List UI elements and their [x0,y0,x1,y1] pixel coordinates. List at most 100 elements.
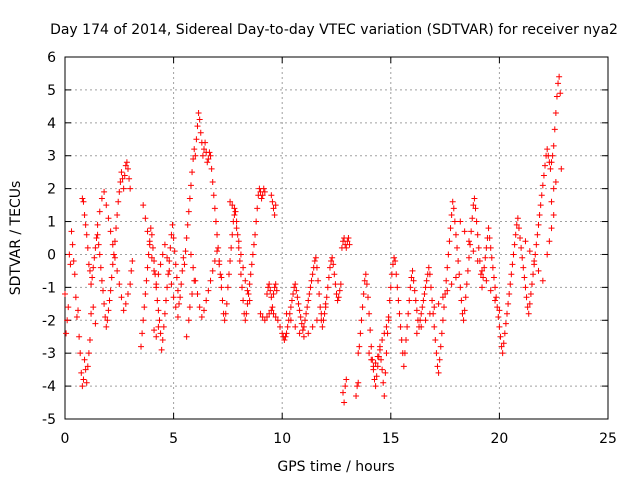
data-point [305,330,312,337]
data-point [386,297,393,304]
data-point [127,281,134,288]
data-point [225,271,232,278]
data-point [84,363,91,370]
data-point [218,284,225,291]
data-point [269,198,276,205]
data-point [492,297,499,304]
data-point [532,251,539,258]
data-point [206,149,213,156]
data-point [445,251,452,258]
data-point [437,343,444,350]
data-point [246,297,253,304]
y-axis-title: SDTVAR / TECUs [8,181,24,296]
data-point [308,277,315,284]
data-point [127,185,134,192]
y-tick-label: -3 [42,346,56,362]
data-point [324,284,331,291]
data-point [509,261,516,268]
data-point [65,304,72,311]
data-point [82,221,89,228]
data-point [203,297,210,304]
data-point [174,313,181,320]
data-point [337,281,344,288]
data-point [88,310,95,317]
data-point [488,254,495,261]
data-point [239,284,246,291]
data-point [71,271,78,278]
data-point [364,294,371,301]
data-point [155,323,162,330]
data-point [62,290,68,297]
data-point [465,254,472,261]
data-point [149,244,156,251]
data-point [480,274,487,281]
data-point [111,238,118,245]
data-point [524,304,531,311]
data-point [514,215,521,222]
data-point [161,241,168,248]
data-point [548,159,555,166]
grid [65,57,608,419]
data-point [408,274,415,281]
data-point [147,225,154,232]
data-point [212,218,219,225]
data-point [105,215,112,222]
data-point [499,350,506,357]
data-point [270,290,277,297]
data-point [467,241,474,248]
data-point [118,294,125,301]
data-point [548,198,555,205]
data-point [158,346,165,353]
data-point [412,297,419,304]
data-point [318,310,325,317]
data-point [103,323,110,330]
data-point [240,264,247,271]
data-point [438,330,445,337]
data-point [181,261,188,268]
data-point [378,356,385,363]
data-point [282,333,289,340]
data-point [164,254,171,261]
data-point [482,254,489,261]
data-point [479,284,486,291]
data-point [155,271,162,278]
data-point [519,254,526,261]
data-point [268,294,275,301]
data-point [227,198,234,205]
data-point [122,300,129,307]
data-point [293,287,300,294]
data-point [167,244,174,251]
data-point [462,294,469,301]
data-point [159,337,166,344]
data-point [542,162,549,169]
data-point [511,241,518,248]
data-point [447,225,454,232]
y-tick-label: 6 [47,50,56,66]
data-point [122,162,129,169]
data-point [510,251,517,258]
y-tick-label: 4 [47,116,56,132]
data-point [113,225,120,232]
data-point [291,284,298,291]
data-point [450,205,457,212]
data-point [90,264,97,271]
y-tick-label: -2 [42,313,56,329]
data-point [410,277,417,284]
data-point [192,152,199,159]
data-point [492,284,499,291]
data-point [116,281,123,288]
data-point [215,244,222,251]
data-point [458,297,465,304]
data-point [91,254,98,261]
data-point [105,307,112,314]
data-point [439,317,446,324]
data-point [468,228,475,235]
data-point [407,284,414,291]
data-point [186,304,193,311]
data-point [67,261,74,268]
data-point [180,254,187,261]
data-point [397,323,404,330]
data-point [177,294,184,301]
y-tick-label: 2 [47,182,56,198]
data-point [174,287,181,294]
